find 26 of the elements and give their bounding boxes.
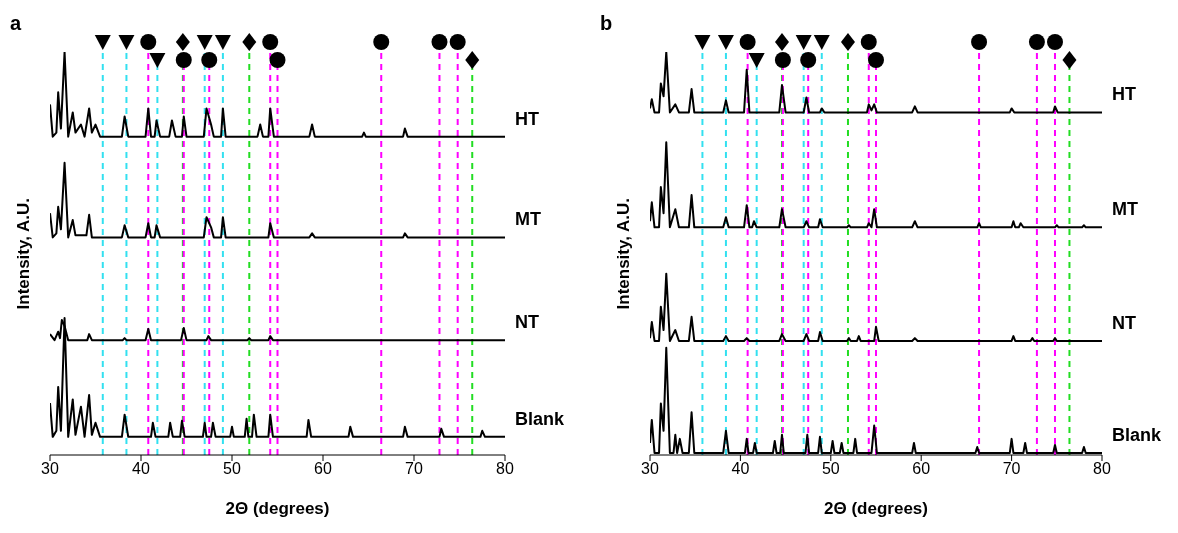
- x-tick-label: 80: [496, 460, 514, 478]
- x-tick-label: 50: [821, 460, 840, 478]
- chart-title: b: [600, 12, 613, 35]
- chart-title: a: [10, 12, 22, 35]
- x-tick-label: 30: [41, 460, 59, 478]
- x-tick-label: 70: [1002, 460, 1021, 478]
- series-label: HT: [515, 108, 539, 129]
- x-tick-label: 60: [314, 460, 332, 478]
- series-label: MT: [515, 209, 541, 230]
- series-label: NT: [515, 312, 539, 333]
- x-tick-label: 40: [731, 460, 750, 478]
- y-axis-title: Intensity, A.U.: [614, 197, 634, 310]
- series-label: NT: [1112, 312, 1136, 333]
- x-tick-label: 80: [1093, 460, 1111, 478]
- series-label: MT: [1112, 199, 1138, 220]
- x-tick-label: 30: [641, 460, 659, 478]
- x-tick-label: 40: [132, 460, 150, 478]
- series-label: HT: [1112, 84, 1136, 105]
- x-axis-title: 2Θ (degrees): [225, 499, 330, 518]
- x-tick-label: 50: [223, 460, 241, 478]
- x-tick-label: 70: [405, 460, 423, 478]
- y-axis-title: Intensity, A.U.: [14, 197, 34, 310]
- series-label: Blank: [1112, 424, 1163, 445]
- x-tick-label: 60: [912, 460, 931, 478]
- series-label: Blank: [515, 408, 566, 429]
- x-axis-title: 2Θ (degrees): [824, 499, 928, 518]
